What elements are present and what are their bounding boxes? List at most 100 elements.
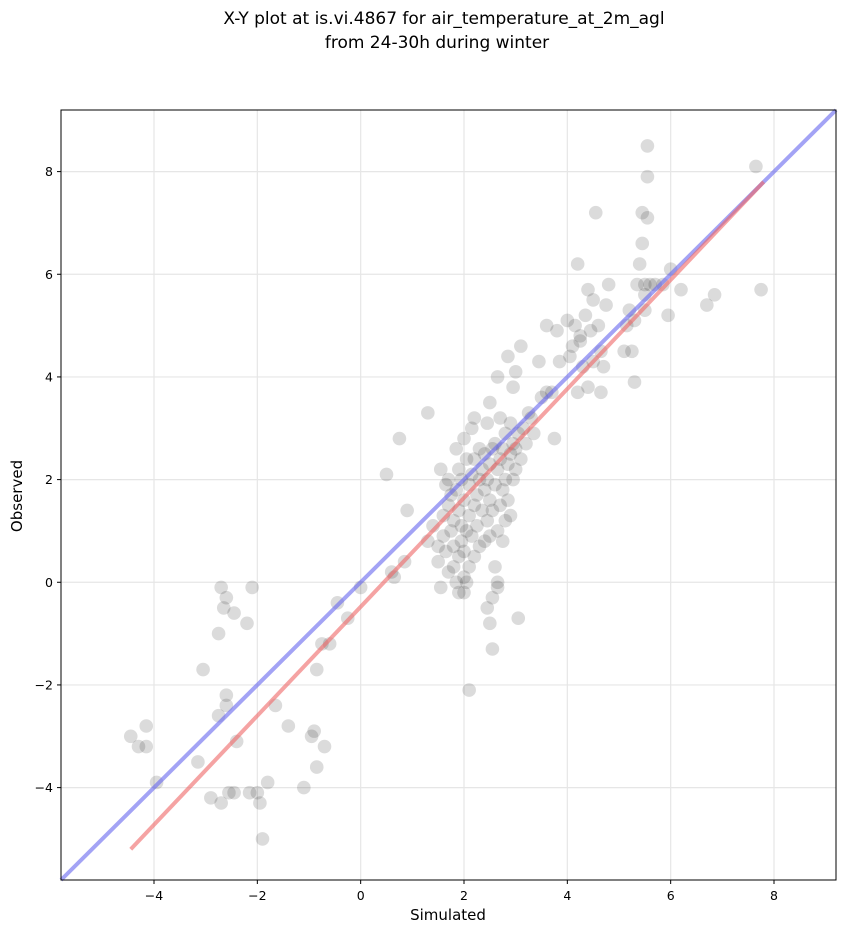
chart-title: X-Y plot at is.vi.4867 for air_temperatu…	[223, 9, 664, 29]
data-point	[219, 590, 234, 605]
data-points	[123, 139, 768, 846]
data-point	[462, 683, 476, 697]
data-point	[454, 519, 469, 533]
data-point	[260, 775, 275, 790]
data-point	[552, 354, 567, 369]
data-point	[139, 739, 154, 754]
data-point	[643, 277, 657, 292]
x-tick-label: 4	[563, 888, 571, 903]
data-point	[519, 436, 533, 451]
data-point	[511, 611, 526, 625]
x-tick-label: 0	[357, 888, 365, 903]
data-point	[433, 462, 448, 477]
data-point	[640, 211, 655, 225]
data-point	[452, 462, 466, 477]
data-point	[570, 257, 585, 271]
data-point	[485, 503, 500, 518]
data-point	[477, 483, 492, 497]
y-tick-label: 0	[45, 575, 53, 590]
data-point	[563, 349, 577, 364]
data-point	[493, 498, 507, 513]
data-point	[560, 313, 575, 328]
data-point	[490, 524, 505, 538]
axis-ticks: −4 −2 0 2 4 6 8 −4 −2 0 2 4 6 8	[35, 164, 778, 903]
data-point	[436, 529, 451, 543]
data-point	[483, 395, 497, 410]
data-point	[477, 534, 492, 548]
data-point	[439, 477, 453, 492]
data-point	[297, 780, 311, 795]
data-point	[591, 318, 606, 333]
data-point	[191, 755, 205, 769]
data-point	[508, 365, 523, 379]
data-point	[707, 288, 722, 302]
data-point	[627, 375, 642, 389]
data-point	[640, 139, 655, 153]
data-point	[459, 524, 474, 538]
data-point	[493, 411, 507, 425]
x-tick-label: −4	[145, 888, 163, 903]
data-point	[457, 570, 471, 584]
data-point	[635, 205, 650, 220]
data-point	[485, 642, 500, 656]
data-point	[495, 483, 510, 497]
data-point	[452, 585, 466, 600]
data-point	[501, 493, 515, 507]
data-point	[315, 637, 329, 651]
data-point	[245, 580, 259, 595]
data-point	[568, 318, 582, 333]
data-point	[467, 498, 482, 513]
data-point	[498, 472, 513, 487]
data-point	[490, 575, 505, 590]
data-point	[480, 513, 495, 528]
data-point	[242, 785, 257, 800]
data-point	[379, 467, 394, 482]
data-point	[547, 431, 562, 446]
data-point	[431, 539, 445, 554]
data-point	[490, 580, 505, 595]
data-point	[123, 729, 138, 744]
data-point	[488, 560, 502, 574]
data-point	[459, 575, 474, 590]
data-point	[483, 493, 497, 507]
data-point	[457, 431, 471, 446]
data-point	[255, 832, 270, 846]
data-point	[640, 169, 655, 184]
data-point	[421, 406, 435, 420]
data-point	[392, 431, 407, 446]
data-point	[446, 560, 461, 574]
data-point	[503, 508, 518, 523]
data-point	[490, 370, 505, 384]
regression-line	[129, 180, 766, 851]
data-point	[483, 616, 497, 631]
data-point	[617, 344, 631, 359]
data-point	[550, 323, 564, 338]
data-point	[470, 519, 484, 533]
data-point	[495, 534, 510, 548]
data-point	[503, 416, 518, 430]
data-point	[594, 385, 608, 400]
reference-lines	[59, 108, 838, 882]
data-point	[462, 508, 476, 523]
data-point	[227, 606, 241, 620]
data-point	[449, 442, 464, 456]
data-point	[309, 662, 324, 677]
data-point	[433, 580, 448, 595]
data-point	[240, 616, 254, 631]
data-point	[139, 719, 154, 733]
data-point	[749, 159, 763, 174]
y-tick-label: −4	[35, 780, 53, 795]
data-point	[464, 421, 479, 436]
data-point	[309, 760, 324, 774]
data-point	[211, 626, 226, 641]
data-point	[501, 457, 515, 472]
data-point	[506, 380, 520, 395]
data-point	[462, 560, 476, 574]
data-point	[227, 785, 241, 800]
data-point	[581, 282, 595, 297]
data-point	[464, 529, 479, 543]
data-point	[457, 544, 471, 559]
data-point	[317, 739, 332, 754]
data-point	[501, 349, 515, 364]
